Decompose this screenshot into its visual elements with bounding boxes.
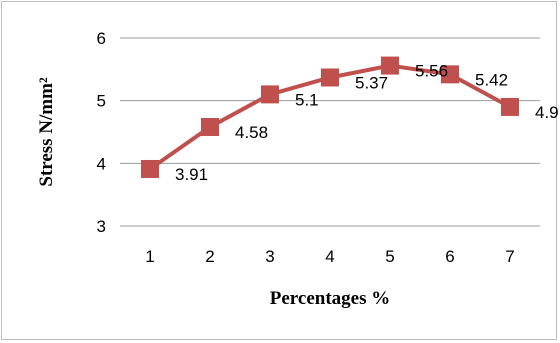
- data-point-marker: [141, 159, 159, 178]
- data-point-marker: [441, 65, 459, 84]
- data-point-marker: [261, 85, 279, 104]
- x-tick-label: 2: [205, 247, 214, 266]
- data-label: 4.58: [235, 123, 268, 142]
- x-tick-labels: 1 2 3 4 5 6 7: [145, 247, 514, 266]
- x-tick-label: 5: [385, 247, 394, 266]
- data-label: 5.1: [295, 90, 319, 109]
- data-label: 4.9: [535, 103, 559, 122]
- data-point-marker: [501, 97, 519, 116]
- y-tick-label: 5: [97, 92, 106, 111]
- y-tick-label: 4: [97, 154, 106, 173]
- x-tick-label: 3: [265, 247, 274, 266]
- data-point-marker: [381, 56, 399, 75]
- series-line-group: [141, 56, 519, 178]
- x-tick-label: 6: [445, 247, 454, 266]
- y-axis-title: Stress N/mm²: [36, 77, 57, 187]
- data-point-marker: [201, 117, 219, 136]
- data-label: 5.37: [355, 73, 388, 92]
- data-label: 5.56: [415, 62, 448, 81]
- gridlines: [120, 37, 540, 227]
- y-tick-label: 6: [97, 29, 106, 48]
- data-labels: 3.91 4.58 5.1 5.37 5.56 5.42 4.9: [175, 62, 559, 184]
- data-point-marker: [321, 68, 339, 87]
- x-tick-label: 4: [325, 247, 334, 266]
- data-label: 3.91: [175, 165, 208, 184]
- y-tick-label: 3: [97, 217, 106, 236]
- x-axis-title: Percentages %: [270, 288, 390, 309]
- x-tick-label: 7: [505, 247, 514, 266]
- x-tick-label: 1: [145, 247, 154, 266]
- y-tick-labels: 3 4 5 6: [97, 29, 106, 236]
- data-label: 5.42: [475, 70, 508, 89]
